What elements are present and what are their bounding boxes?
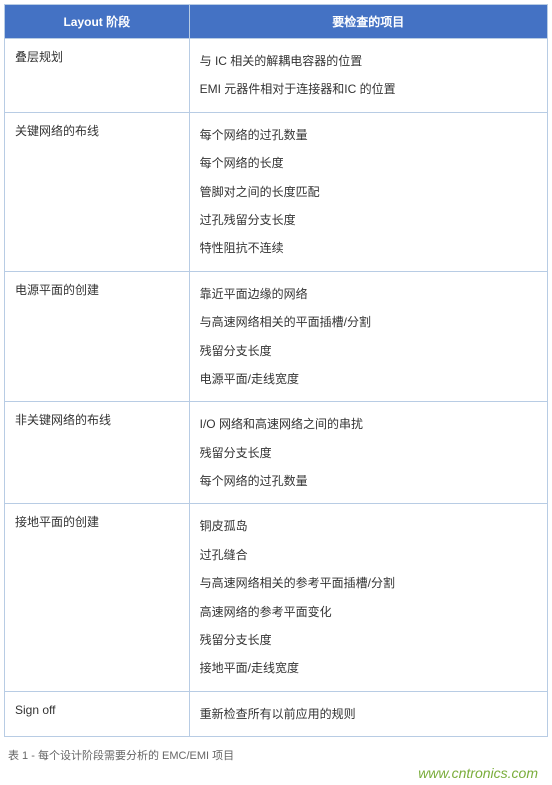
table-row: Sign off 重新检查所有以前应用的规则 bbox=[5, 691, 548, 736]
table-caption: 表 1 - 每个设计阶段需要分析的 EMC/EMI 项目 bbox=[4, 747, 548, 763]
watermark-text: www.cntronics.com bbox=[4, 765, 548, 781]
table-row: 电源平面的创建靠近平面边缘的网络与高速网络相关的平面插槽/分割残留分支长度电源平… bbox=[5, 271, 548, 402]
item-text: 铜皮孤岛 bbox=[200, 512, 537, 540]
phase-cell: Sign off bbox=[5, 691, 190, 736]
header-items: 要检查的项目 bbox=[189, 5, 547, 39]
phase-cell: 叠层规划 bbox=[5, 39, 190, 113]
item-text: EMI 元器件相对于连接器和IC 的位置 bbox=[200, 75, 537, 103]
item-text: 过孔缝合 bbox=[200, 541, 537, 569]
items-cell: 每个网络的过孔数量每个网络的长度管脚对之间的长度匹配过孔残留分支长度特性阻抗不连… bbox=[189, 112, 547, 271]
item-text: 与高速网络相关的平面插槽/分割 bbox=[200, 308, 537, 336]
header-phase: Layout 阶段 bbox=[5, 5, 190, 39]
item-text: 与高速网络相关的参考平面插槽/分割 bbox=[200, 569, 537, 597]
phase-cell: 关键网络的布线 bbox=[5, 112, 190, 271]
item-text: 靠近平面边缘的网络 bbox=[200, 280, 537, 308]
item-text: 每个网络的过孔数量 bbox=[200, 121, 537, 149]
table-row: 关键网络的布线每个网络的过孔数量每个网络的长度管脚对之间的长度匹配过孔残留分支长… bbox=[5, 112, 548, 271]
item-text: 特性阻抗不连续 bbox=[200, 234, 537, 262]
items-cell: 铜皮孤岛过孔缝合与高速网络相关的参考平面插槽/分割高速网络的参考平面变化残留分支… bbox=[189, 504, 547, 691]
item-text: 电源平面/走线宽度 bbox=[200, 365, 537, 393]
items-cell: 重新检查所有以前应用的规则 bbox=[189, 691, 547, 736]
item-text: 与 IC 相关的解耦电容器的位置 bbox=[200, 47, 537, 75]
item-text: 残留分支长度 bbox=[200, 626, 537, 654]
items-cell: 与 IC 相关的解耦电容器的位置EMI 元器件相对于连接器和IC 的位置 bbox=[189, 39, 547, 113]
item-text: 每个网络的过孔数量 bbox=[200, 467, 537, 495]
table-row: 接地平面的创建铜皮孤岛过孔缝合与高速网络相关的参考平面插槽/分割高速网络的参考平… bbox=[5, 504, 548, 691]
layout-stages-table: Layout 阶段 要检查的项目 叠层规划与 IC 相关的解耦电容器的位置EMI… bbox=[4, 4, 548, 737]
items-cell: I/O 网络和高速网络之间的串扰残留分支长度每个网络的过孔数量 bbox=[189, 402, 547, 504]
item-text: 接地平面/走线宽度 bbox=[200, 654, 537, 682]
table-row: 非关键网络的布线I/O 网络和高速网络之间的串扰残留分支长度每个网络的过孔数量 bbox=[5, 402, 548, 504]
phase-cell: 接地平面的创建 bbox=[5, 504, 190, 691]
item-text: 过孔残留分支长度 bbox=[200, 206, 537, 234]
item-text: 残留分支长度 bbox=[200, 337, 537, 365]
item-text: 重新检查所有以前应用的规则 bbox=[200, 700, 537, 728]
table-row: 叠层规划与 IC 相关的解耦电容器的位置EMI 元器件相对于连接器和IC 的位置 bbox=[5, 39, 548, 113]
phase-cell: 电源平面的创建 bbox=[5, 271, 190, 402]
item-text: 高速网络的参考平面变化 bbox=[200, 598, 537, 626]
items-cell: 靠近平面边缘的网络与高速网络相关的平面插槽/分割残留分支长度电源平面/走线宽度 bbox=[189, 271, 547, 402]
item-text: 残留分支长度 bbox=[200, 439, 537, 467]
item-text: 管脚对之间的长度匹配 bbox=[200, 178, 537, 206]
phase-cell: 非关键网络的布线 bbox=[5, 402, 190, 504]
item-text: 每个网络的长度 bbox=[200, 149, 537, 177]
item-text: I/O 网络和高速网络之间的串扰 bbox=[200, 410, 537, 438]
